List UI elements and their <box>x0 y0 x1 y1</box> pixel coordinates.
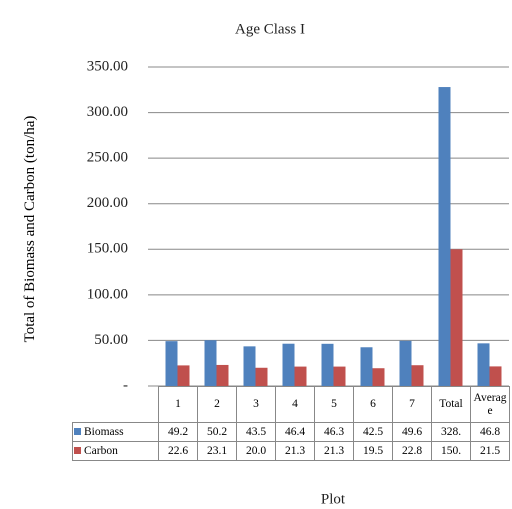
table-value: 22.6 <box>158 441 198 461</box>
x-tick-label: 2 <box>197 386 237 423</box>
bar <box>204 340 217 386</box>
x-tick-label: 7 <box>392 386 432 423</box>
table-value: 43.5 <box>236 422 276 442</box>
x-tick-label: 6 <box>353 386 393 423</box>
table-value: 46.8 <box>470 422 510 442</box>
table-value: 21.3 <box>275 441 315 461</box>
table-row: Biomass 49.2 50.2 43.5 46.4 46.3 42.5 49.6 328. 4… <box>72 422 510 442</box>
bar <box>360 347 373 386</box>
x-axis-label: Plot <box>321 491 346 507</box>
y-tick-label: 250.00 <box>87 150 128 166</box>
y-axis-label-box: Total of Biomass and Carbon (ton/ha) <box>22 115 38 343</box>
x-tick-label: 1 <box>158 386 198 423</box>
legend-key <box>74 428 81 436</box>
x-tick-label: 4 <box>275 386 315 423</box>
bar <box>243 346 256 386</box>
bar <box>438 87 451 387</box>
bar <box>450 249 463 386</box>
table-value: 19.5 <box>353 441 393 461</box>
table-value: 46.3 <box>314 422 354 442</box>
bar <box>489 366 502 386</box>
table-value: 49.2 <box>158 422 198 442</box>
table-value: 42.5 <box>353 422 393 442</box>
bar <box>216 364 229 386</box>
bar <box>399 340 412 386</box>
table-value: 20.0 <box>236 441 276 461</box>
legend-entry: Biomass <box>72 422 159 442</box>
x-tick-label: Average <box>470 386 510 423</box>
bar <box>411 365 424 386</box>
table-corner <box>72 386 159 423</box>
y-tick-label: - <box>123 377 128 393</box>
table-value: 23.1 <box>197 441 237 461</box>
bar <box>321 343 334 386</box>
x-tick-label: 3 <box>236 386 276 423</box>
table-row: Carbon 22.6 23.1 20.0 21.3 21.3 19.5 22.8 150. 21… <box>72 441 510 461</box>
bar <box>165 341 178 386</box>
legend-key <box>74 447 81 455</box>
y-tick-label: 350.00 <box>87 58 128 74</box>
table-value: 21.3 <box>314 441 354 461</box>
bar <box>282 343 295 386</box>
x-tick-label: 5 <box>314 386 354 423</box>
y-tick-label: 200.00 <box>87 195 128 211</box>
table-value: 21.5 <box>470 441 510 461</box>
y-tick-label: 50.00 <box>94 332 128 348</box>
table-value: 49.6 <box>392 422 432 442</box>
legend-entry: Carbon <box>72 441 159 461</box>
bar <box>255 367 268 386</box>
bar <box>333 366 346 386</box>
table-value: 46.4 <box>275 422 315 442</box>
bar <box>372 368 385 386</box>
bar <box>477 343 490 386</box>
y-tick-label: 300.00 <box>87 104 128 120</box>
legend-label: Carbon <box>84 444 118 457</box>
table-value: 50.2 <box>197 422 237 442</box>
table-value: 150. <box>431 441 471 461</box>
table-value: 328. <box>431 422 471 442</box>
y-tick-label: 100.00 <box>87 286 128 302</box>
legend-label: Biomass <box>84 425 124 438</box>
y-tick-label: 150.00 <box>87 241 128 257</box>
data-table: 1 2 3 4 5 6 7 Total Average Biomass 49.2 50.2 43.5 46… <box>72 386 510 461</box>
x-tick-label: Total <box>431 386 471 423</box>
y-axis-label: Total of Biomass and Carbon (ton/ha) <box>22 115 38 343</box>
table-header-row: 1 2 3 4 5 6 7 Total Average <box>72 386 510 423</box>
table-value: 22.8 <box>392 441 432 461</box>
bar <box>294 366 307 386</box>
bar <box>177 365 190 386</box>
chart-title: Age Class I <box>235 21 305 37</box>
